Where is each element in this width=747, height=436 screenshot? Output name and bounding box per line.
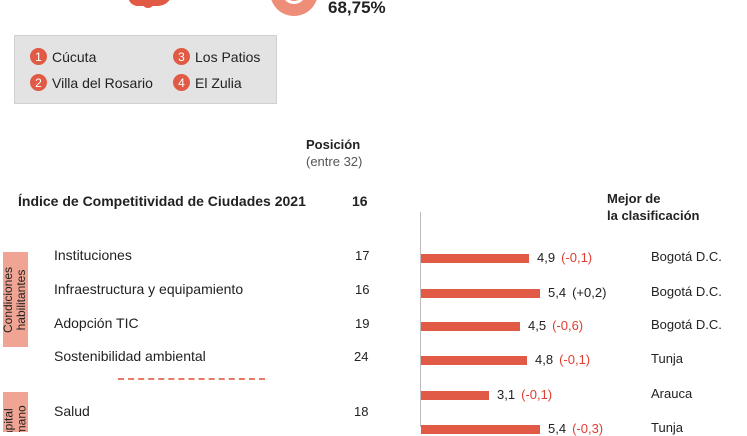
index-title: Índice de Competitividad de Ciudades 202… (18, 193, 306, 209)
group-tab-condiciones: Condiciones habilitantes (2, 252, 29, 347)
score-bar (421, 391, 489, 400)
index-position: 16 (352, 193, 368, 209)
score-change: (-0,1) (561, 250, 593, 265)
best-ranked-city: Bogotá D.C. (651, 249, 722, 264)
bar-axis (420, 212, 421, 427)
best-ranked-header-text: Mejor de la clasificación (607, 191, 700, 223)
group-tab-label: Capital humano (3, 405, 28, 432)
score-value: 4,5 (528, 318, 547, 333)
group-tab-label-line: humano (14, 405, 29, 432)
pillar-label: Adopción TIC (54, 315, 139, 331)
pillar-position: 24 (354, 349, 369, 364)
pillar-label: Instituciones (54, 247, 132, 263)
legend-item-label: Villa del Rosario (52, 74, 153, 91)
score-change: (-0,1) (559, 352, 591, 367)
pillar-label: Infraestructura y equipamiento (54, 281, 244, 297)
group-tab-label-line: Capital (3, 408, 16, 432)
score-value-label: 4,9 (-0,1) (537, 250, 592, 265)
best-ranked-city: Bogotá D.C. (651, 284, 722, 299)
pillar-label: Salud (54, 403, 90, 419)
legend-number-badge: 1 (30, 48, 47, 65)
best-ranked-city: Tunja (651, 351, 684, 366)
score-value-label: 5,4 (-0,3) (548, 421, 603, 436)
best-ranked-city: Bogotá D.C. (651, 317, 722, 332)
score-bar (421, 322, 520, 331)
score-value-label: 4,8 (-0,1) (535, 352, 590, 367)
position-header: Posición (306, 137, 361, 152)
legend-item: 1 Cúcuta (30, 48, 96, 65)
score-change: (+0,2) (572, 285, 607, 300)
percent-circle-icon (270, 0, 318, 16)
pillar-label: Sostenibilidad ambiental (54, 348, 206, 364)
score-bar (421, 425, 540, 434)
pillar-position: 19 (355, 316, 370, 331)
score-value-label: 5,4 (+0,2) (548, 285, 606, 300)
score-change: (-0,1) (521, 387, 553, 402)
score-bar (421, 289, 540, 298)
score-value-label: 4,5 (-0,6) (528, 318, 583, 333)
legend-item-label: Los Patios (195, 48, 261, 65)
score-value-label: 3,1 (-0,1) (497, 387, 552, 402)
group-tab-capital: Capital humano (3, 392, 28, 432)
score-value: 5,4 (548, 421, 567, 436)
municipality-legend: 1 Cúcuta 3 Los Patios 2 Villa del Rosari… (14, 35, 277, 104)
score-value: 3,1 (497, 387, 516, 402)
legend-number-badge: 3 (173, 48, 190, 65)
legend-item-label: El Zulia (195, 74, 242, 91)
best-ranked-city: Arauca (651, 386, 693, 401)
legend-number-badge: 4 (173, 74, 190, 91)
legend-item: 4 El Zulia (173, 74, 242, 91)
score-value: 4,9 (537, 250, 556, 265)
top-percent: 68,75% (328, 0, 386, 17)
pillar-position: 17 (355, 248, 370, 263)
pillar-position: 18 (354, 404, 369, 419)
legend-number-badge: 2 (30, 74, 47, 91)
position-subheader: (entre 32) (306, 154, 363, 169)
score-bar (421, 356, 527, 365)
map-shape-icon (128, 0, 172, 8)
group-tab-label-line: habilitantes (14, 269, 29, 330)
legend-item: 2 Villa del Rosario (30, 74, 153, 91)
best-ranked-header: Mejor de la clasificación (607, 190, 700, 224)
score-value: 4,8 (535, 352, 554, 367)
legend-item-label: Cúcuta (52, 48, 97, 65)
group-tab-label: Condiciones habilitantes (2, 266, 29, 332)
score-change: (-0,3) (572, 421, 604, 436)
legend-item: 3 Los Patios (173, 48, 260, 65)
score-bar (421, 254, 529, 263)
best-ranked-city: Tunja (651, 420, 684, 435)
score-value: 5,4 (548, 285, 567, 300)
score-change: (-0,6) (552, 318, 584, 333)
group-divider (118, 378, 265, 380)
pillar-position: 16 (355, 282, 370, 297)
